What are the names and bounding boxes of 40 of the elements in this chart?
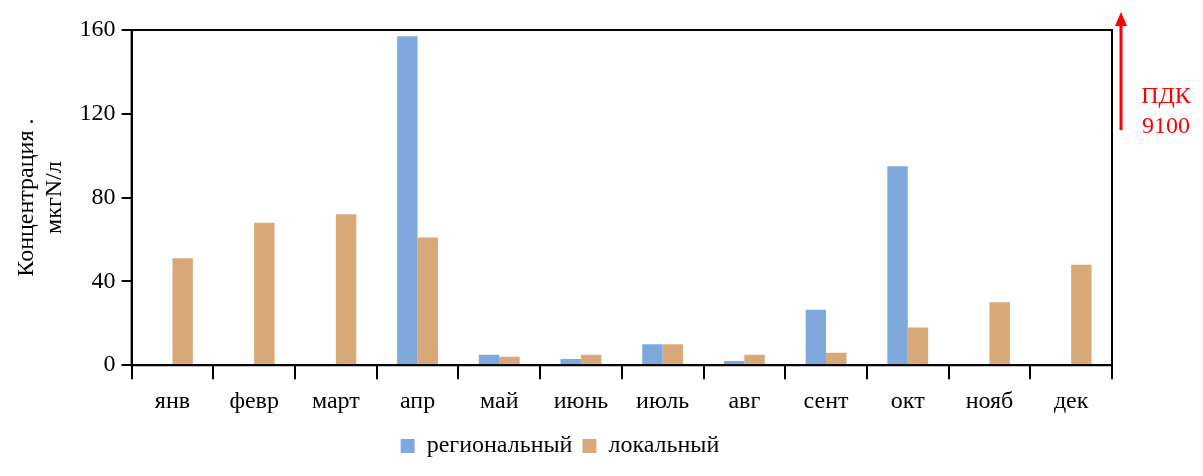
bar xyxy=(744,354,765,365)
y-tick-label: 120 xyxy=(79,99,116,126)
x-tick-label: окт xyxy=(890,386,926,413)
bar xyxy=(1071,264,1092,365)
bar xyxy=(907,327,929,365)
bar xyxy=(887,166,908,365)
bar xyxy=(478,354,500,365)
x-tick-label: апр xyxy=(399,386,436,413)
x-tick-label: май xyxy=(479,386,519,413)
bar xyxy=(560,358,581,365)
x-tick-label: март xyxy=(311,386,361,413)
y-axis-title: Концентрация . мкгN/л xyxy=(11,118,67,277)
legend-label: региональный xyxy=(426,431,573,458)
bar xyxy=(805,309,827,365)
bar xyxy=(417,237,438,365)
bar xyxy=(989,302,1010,365)
bar xyxy=(642,344,663,365)
x-tick-label: февр xyxy=(229,386,279,413)
bar xyxy=(335,214,357,365)
text: ПДК 9100 xyxy=(1140,81,1192,140)
x-tick-label: июнь xyxy=(553,386,609,413)
bar xyxy=(254,222,275,365)
x-tick-label: июль xyxy=(636,386,690,413)
bar xyxy=(499,356,520,365)
y-tick-label: 0 xyxy=(103,350,116,377)
bar xyxy=(580,354,602,365)
bar xyxy=(662,344,684,365)
x-tick-label: сент xyxy=(803,386,850,413)
x-tick-label: янв xyxy=(154,386,191,413)
bar xyxy=(826,352,847,365)
y-tick-label: 40 xyxy=(91,266,116,293)
y-tick-label: 160 xyxy=(79,15,116,42)
x-tick-label: нояб xyxy=(965,386,1014,413)
bar xyxy=(723,361,745,365)
bar xyxy=(172,258,193,365)
y-tick-label: 80 xyxy=(91,182,116,209)
x-tick-label: авг xyxy=(728,386,761,413)
bar xyxy=(397,36,418,365)
legend-label: локальный xyxy=(608,431,720,458)
x-tick-label: дек xyxy=(1053,386,1089,413)
